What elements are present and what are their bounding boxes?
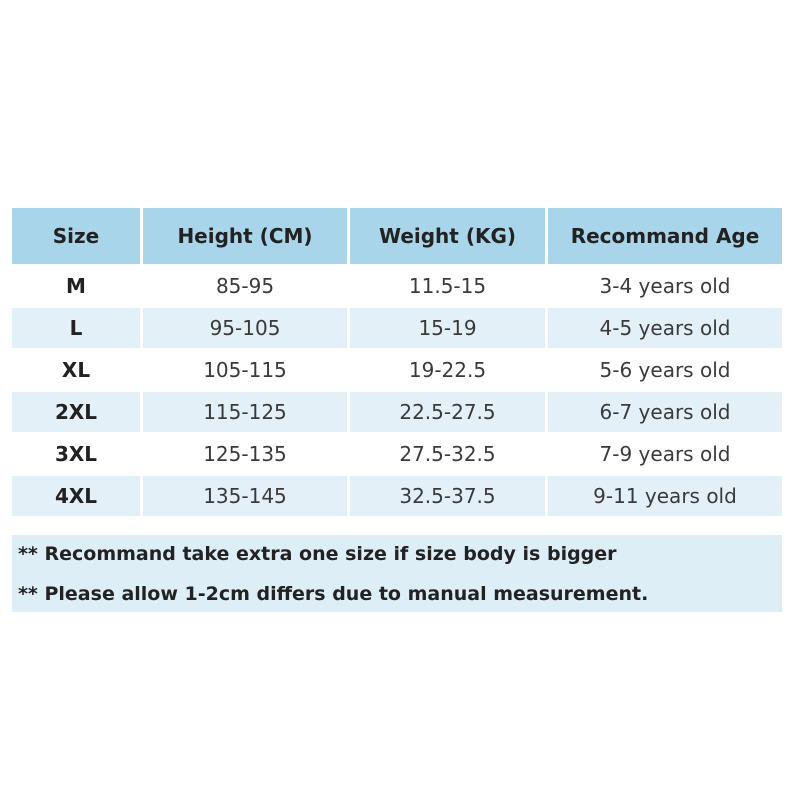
table-cell: 19-22.5 [408,358,487,382]
table-cell: 27.5-32.5 [399,442,496,466]
table-cell: 5-6 years old [599,358,731,382]
table-cell: 115-125 [143,392,347,432]
header-cell: Recommand Age [548,208,782,264]
note: ** Please allow 1-2cm differs due to man… [18,583,649,605]
table-cell: 85-95 [215,274,275,298]
note: ** Recommand take extra one size if size… [18,543,617,565]
table-cell: 105-115 [203,358,287,382]
size-cell: L [12,308,140,348]
table-cell: 3-4 years old [599,274,731,298]
notes-box: ** Recommand take extra one size if size… [12,535,782,612]
table-cell: 7-9 years old [599,442,731,466]
header-cell: Size [12,208,140,264]
table-cell: 32.5-37.5 [350,476,545,516]
table-cell: 135-145 [143,476,347,516]
table-cell: 9-11 years old [548,476,782,516]
table-cell: 11.5-15 [408,274,487,298]
table-cell: 95-105 [143,308,347,348]
table-cell: 22.5-27.5 [350,392,545,432]
header-cell: Weight (KG) [350,208,545,264]
header-cell: Height (CM) [143,208,347,264]
size-cell: 2XL [12,392,140,432]
size-cell: 3XL [54,442,98,466]
size-cell: M [66,274,86,298]
table-cell: 6-7 years old [548,392,782,432]
size-cell: 4XL [12,476,140,516]
table-cell: 4-5 years old [548,308,782,348]
table-cell: 15-19 [350,308,545,348]
table-cell: 125-135 [203,442,287,466]
size-cell: XL [61,358,91,382]
